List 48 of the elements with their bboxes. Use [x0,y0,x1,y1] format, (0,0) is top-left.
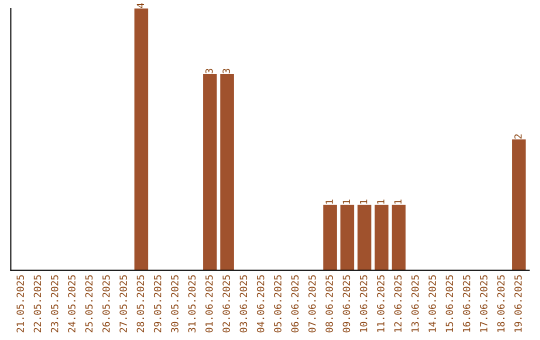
bar [203,74,217,270]
bar [220,74,234,270]
x-tick-label: 27.05.2025 [120,275,127,332]
x-tick-label: 30.05.2025 [171,275,178,332]
x-tick-label: 03.06.2025 [240,275,248,332]
x-tick-label: 29.05.2025 [154,275,162,332]
x-tick-label: 22.05.2025 [34,275,42,332]
x-tick-label: 04.06.2025 [256,275,264,332]
x-tick-label: 25.05.2025 [85,275,93,332]
bar [340,204,354,270]
x-tick-label: 01.06.2025 [205,275,213,332]
x-tick-label: 14.06.2025 [428,275,436,332]
x-tick-label: 09.06.2025 [342,275,350,332]
x-tick-label: 23.05.2025 [50,275,58,332]
data-label: 1 [394,200,402,204]
x-tick-label: 05.06.2025 [274,275,282,332]
x-tick-label: 24.05.2025 [68,275,76,332]
x-tick-label: 17.06.2025 [480,275,488,332]
data-label: 1 [360,200,368,204]
x-tick-label: 26.05.2025 [102,275,110,332]
data-label: 2 [514,134,522,139]
x-tick-label: 10.06.2025 [360,275,368,332]
bar [358,204,372,270]
bar [323,204,337,270]
bar [374,204,388,270]
x-tick-label: 28.05.2025 [136,275,144,332]
x-tick-label: 19.06.2025 [514,275,522,332]
data-label: 1 [342,200,350,204]
x-tick-label: 15.06.2025 [446,275,454,332]
x-tick-label: 02.06.2025 [222,275,230,332]
bar [392,204,406,270]
bar [512,139,526,270]
x-tick-label: 06.06.2025 [291,275,299,332]
x-tick-label: 12.06.2025 [394,275,402,332]
bar [134,8,148,270]
data-label: 3 [222,68,230,74]
x-tick-label: 18.06.2025 [497,275,505,332]
x-tick-label: 11.06.2025 [377,275,384,332]
x-tick-label: 31.05.2025 [188,275,196,332]
x-tick-label: 07.06.2025 [308,275,316,332]
data-label: 1 [377,200,384,204]
data-label: 1 [326,200,333,204]
x-tick-label: 08.06.2025 [326,275,333,332]
x-tick-label: 13.06.2025 [411,275,419,332]
x-tick-label: 21.05.2025 [16,275,24,332]
data-label: 3 [205,68,213,74]
data-label: 4 [136,3,144,8]
x-tick-label: 16.06.2025 [462,275,470,332]
